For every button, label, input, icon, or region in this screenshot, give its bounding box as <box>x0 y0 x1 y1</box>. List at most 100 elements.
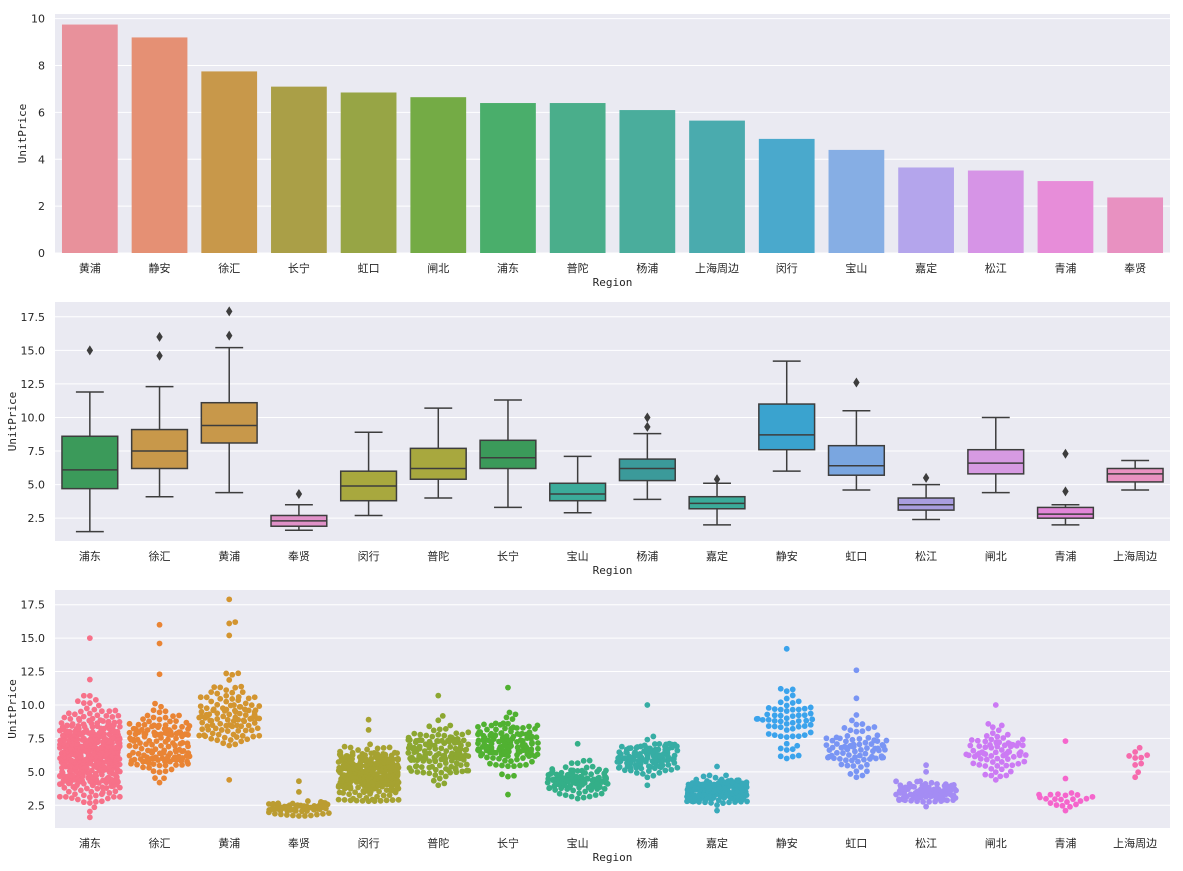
swarm-point <box>239 689 246 696</box>
bar <box>61 24 118 254</box>
swarm-point <box>859 772 866 779</box>
swarm-point <box>896 796 902 803</box>
swarm-point <box>1036 791 1042 798</box>
swarm-point <box>207 717 214 724</box>
swarm-point <box>380 750 387 757</box>
swarm-point <box>423 732 430 739</box>
swarm-group <box>475 684 541 798</box>
swarm-point <box>783 695 790 702</box>
swarm-point <box>650 733 657 740</box>
swarm-point <box>849 736 856 743</box>
swarm-point <box>1000 735 1007 741</box>
swarm-point <box>426 738 433 745</box>
swarm-point <box>992 769 999 776</box>
swarm-point <box>580 794 587 801</box>
swarm-point <box>1138 754 1145 761</box>
swarm-point <box>976 761 983 768</box>
swarm-point <box>167 750 174 757</box>
swarm-point <box>62 793 69 800</box>
swarm-point <box>137 756 144 762</box>
swarm-point <box>1053 802 1060 808</box>
swarm-point <box>988 753 995 759</box>
x-axis-label: Region <box>593 564 633 577</box>
swarm-point <box>199 726 206 733</box>
swarm-point <box>923 803 929 810</box>
bar <box>1037 181 1094 253</box>
swarm-point <box>789 753 796 760</box>
swarm-point <box>988 772 995 779</box>
swarm-point <box>203 705 210 712</box>
swarm-point <box>828 752 835 759</box>
swarm-point <box>197 703 204 710</box>
swarm-point <box>982 744 989 751</box>
swarm-point <box>526 723 532 730</box>
swarm-point <box>371 749 378 756</box>
swarm-point <box>728 777 735 784</box>
swarm-point <box>627 745 634 751</box>
swarm-point <box>556 790 563 797</box>
swarm-point <box>198 713 205 720</box>
swarm-point <box>409 754 415 761</box>
swarm-point <box>1126 753 1133 759</box>
box <box>758 403 816 451</box>
swarm-point <box>171 724 178 730</box>
swarm-point <box>475 737 482 744</box>
swarm-point <box>1132 762 1139 768</box>
swarm-point <box>146 764 152 771</box>
swarm-point <box>481 721 487 728</box>
swarm-point <box>644 702 651 708</box>
swarm-point <box>535 740 541 746</box>
swarm-point <box>603 767 609 774</box>
x-tick-label: 闵行 <box>776 261 798 275</box>
swarm-point <box>475 723 481 730</box>
swarm-point <box>413 763 420 769</box>
swarm-point <box>795 698 802 705</box>
y-tick-label: 7.5 <box>28 445 46 458</box>
swarm-point <box>349 749 356 756</box>
swarm-point <box>574 795 581 802</box>
box <box>967 448 1025 475</box>
swarm-point <box>245 695 252 702</box>
swarm-point <box>165 743 172 750</box>
swarm-point <box>582 788 589 795</box>
swarm-point <box>208 689 215 696</box>
y-tick-label: 4 <box>38 153 45 166</box>
y-tick-label: 15.0 <box>21 344 46 357</box>
swarm-point <box>549 766 556 772</box>
swarm-point <box>442 773 449 780</box>
x-tick-label: 普陀 <box>427 836 449 850</box>
swarm-point <box>240 717 247 724</box>
swarm-point <box>235 670 242 677</box>
box <box>549 482 607 502</box>
swarm-point <box>150 768 157 775</box>
swarm-point <box>807 710 814 717</box>
swarm-point <box>878 753 885 760</box>
swarm-point <box>156 621 163 628</box>
swarm-point <box>777 699 784 706</box>
swarm-point <box>465 741 472 748</box>
swarm-point <box>130 725 137 732</box>
swarm-point <box>574 740 581 747</box>
swarm-point <box>917 778 924 785</box>
swarm-point <box>98 798 105 805</box>
swarm-group <box>753 645 816 762</box>
swarm-point <box>130 749 136 756</box>
x-tick-label: 徐汇 <box>218 261 240 275</box>
swarm-point <box>601 785 608 792</box>
swarm-point <box>86 676 93 683</box>
swarm-point <box>859 728 866 735</box>
swarm-point <box>928 779 935 786</box>
swarm-point <box>252 707 259 714</box>
swarm-point <box>219 705 226 712</box>
swarm-point <box>588 771 595 778</box>
swarm-point <box>275 800 281 807</box>
swarm-point <box>185 750 192 756</box>
swarm-point <box>998 747 1005 753</box>
swarm-point <box>996 739 1003 746</box>
swarm-point <box>570 787 577 794</box>
swarm-point <box>906 780 913 787</box>
y-tick-label: 5.0 <box>28 479 46 492</box>
swarm-point <box>105 718 112 725</box>
swarm-point <box>989 759 996 765</box>
swarm-point <box>789 686 796 693</box>
